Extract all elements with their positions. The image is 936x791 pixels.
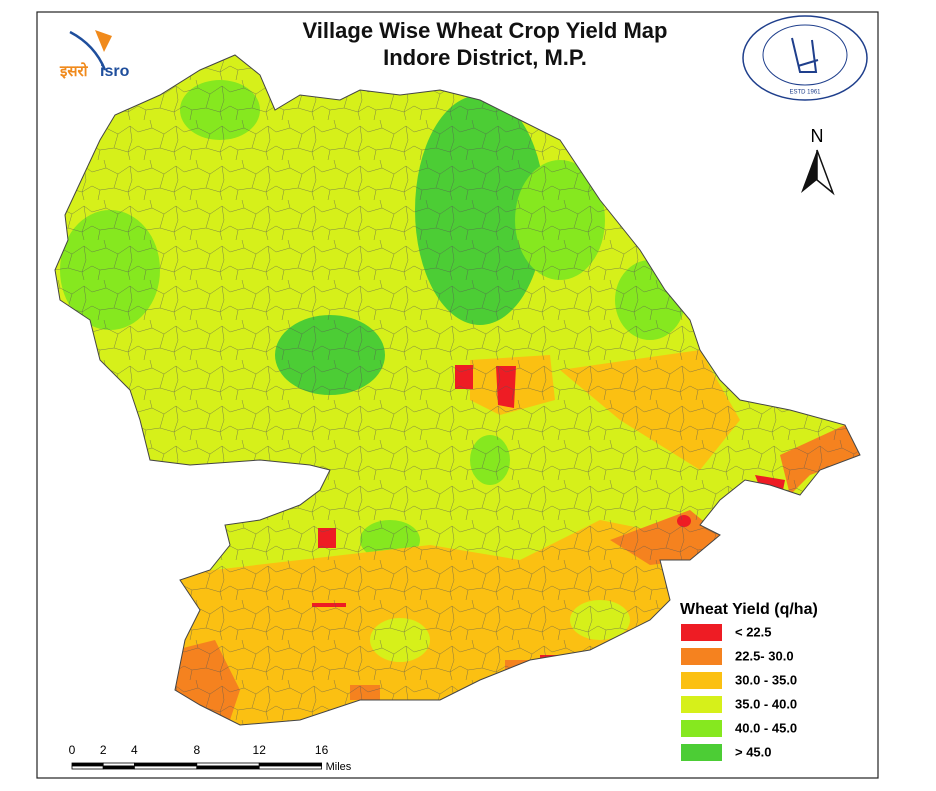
scale-segment: [258, 762, 323, 767]
scale-segment: [258, 765, 323, 770]
map-frame: [36, 11, 879, 779]
logo-rocket: [95, 30, 112, 52]
scale-unit: Miles: [326, 761, 352, 773]
legend-label: 40.0 - 45.0: [735, 720, 797, 735]
logo-inner-ring: [762, 24, 848, 86]
scale-bar: 0 2 4 8 12 16 Miles: [69, 743, 352, 773]
north-arrow: N: [801, 126, 835, 196]
logo-estd: ESTD 1961: [789, 90, 821, 96]
map-subtitle: Indore District, M.P.: [383, 45, 587, 70]
scale-tick-label: 4: [131, 743, 138, 757]
scale-segment: [102, 762, 135, 767]
scale-segment: [196, 765, 260, 770]
legend-swatch: [681, 624, 722, 641]
scale-tick-label: 16: [315, 743, 329, 757]
council-logo: ESTD 1961: [742, 15, 868, 101]
logo-ring: [742, 15, 868, 101]
scale-tick-label: 2: [100, 743, 107, 757]
scale-tick-label: 8: [193, 743, 200, 757]
scale-segment: [196, 762, 260, 767]
logo-emblem: [791, 37, 819, 73]
logo-hindi: इसरो: [59, 62, 89, 80]
legend-label: 35.0 - 40.0: [735, 696, 797, 711]
north-arrow-left: [801, 150, 817, 193]
district-map: [55, 55, 860, 725]
legend-swatch: [681, 720, 722, 737]
legend-swatch: [681, 744, 722, 761]
legend-label: 30.0 - 35.0: [735, 672, 797, 687]
north-arrow-right: [816, 149, 835, 196]
village-boundaries: [55, 55, 860, 725]
scale-segment: [71, 762, 104, 767]
scale-segment: [133, 762, 198, 767]
north-label: N: [811, 126, 824, 146]
isro-logo: इसरो isro: [59, 30, 130, 80]
logo-english: isro: [100, 63, 130, 80]
map-title: Village Wise Wheat Crop Yield Map: [303, 18, 668, 43]
scale-segment: [133, 765, 198, 770]
logo-arc: [69, 30, 107, 71]
legend-swatch: [681, 696, 722, 713]
legend-swatch: [681, 672, 722, 689]
scale-segment: [102, 765, 135, 770]
legend: Wheat Yield (q/ha) < 22.5 22.5- 30.0 30.0 …: [680, 601, 818, 761]
scale-segment: [71, 765, 104, 770]
legend-title: Wheat Yield (q/ha): [680, 601, 818, 618]
scale-tick-label: 0: [69, 743, 76, 757]
legend-label: < 22.5: [735, 624, 772, 639]
legend-label: 22.5- 30.0: [735, 648, 794, 663]
legend-swatch: [681, 648, 722, 665]
legend-label: > 45.0: [735, 744, 772, 759]
scale-tick-label: 12: [253, 743, 267, 757]
